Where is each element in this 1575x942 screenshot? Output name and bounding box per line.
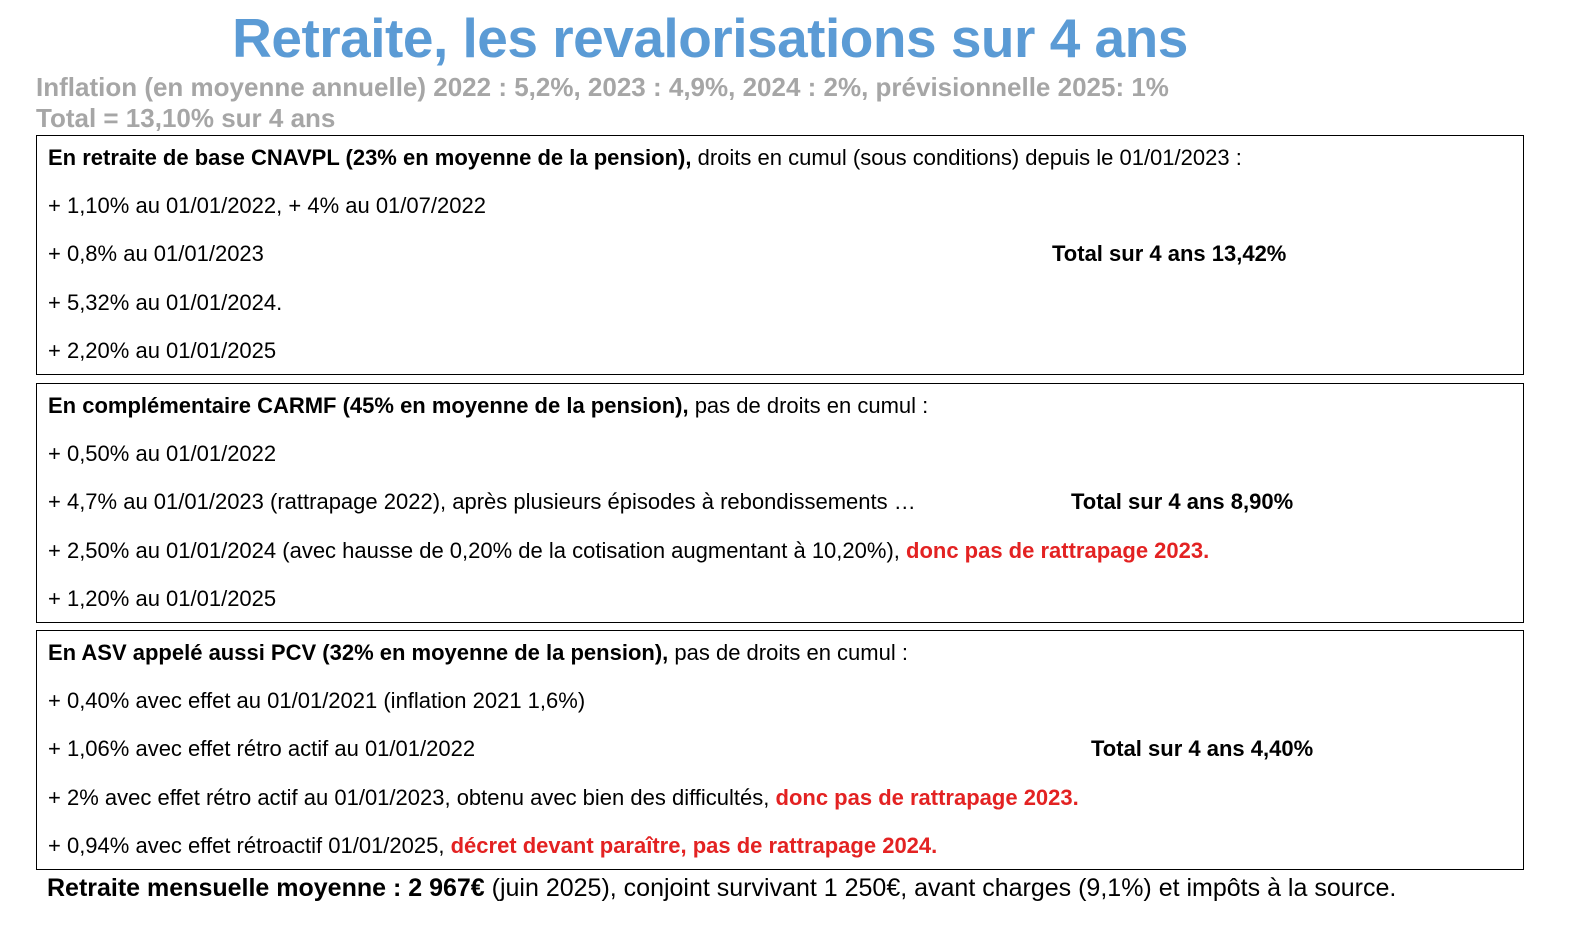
footer-rest: (juin 2025), conjoint survivant 1 250€, … bbox=[484, 874, 1397, 902]
asv-item-warning: donc pas de rattrapage 2023. bbox=[775, 785, 1079, 810]
asv-item-warning: décret devant paraître, pas de rattrapag… bbox=[450, 833, 938, 858]
asv-heading: En ASV appelé aussi PCV (32% en moyenne … bbox=[48, 640, 908, 666]
cnavpl-item: + 1,10% au 01/01/2022, + 4% au 01/07/202… bbox=[48, 193, 486, 218]
cnavpl-box: En retraite de base CNAVPL (23% en moyen… bbox=[36, 135, 1524, 375]
page-title: Retraite, les revalorisations sur 4 ans bbox=[232, 7, 1188, 69]
carmf-box: En complémentaire CARMF (45% en moyenne … bbox=[36, 383, 1524, 623]
cnavpl-item: + 5,32% au 01/01/2024. bbox=[48, 290, 283, 315]
cnavpl-heading: En retraite de base CNAVPL (23% en moyen… bbox=[48, 145, 1242, 171]
asv-total: Total sur 4 ans 4,40% bbox=[1091, 736, 1314, 761]
asv-item: + 2% avec effet rétro actif au 01/01/202… bbox=[48, 785, 1079, 811]
asv-box: En ASV appelé aussi PCV (32% en moyenne … bbox=[36, 630, 1524, 870]
carmf-item: + 1,20% au 01/01/2025 bbox=[48, 586, 277, 611]
cnavpl-heading-bold: En retraite de base CNAVPL (23% en moyen… bbox=[48, 145, 692, 170]
carmf-item-warning: donc pas de rattrapage 2023. bbox=[906, 538, 1210, 563]
cnavpl-item: + 2,20% au 01/01/2025 bbox=[48, 338, 277, 363]
asv-item-text: + 2% avec effet rétro actif au 01/01/202… bbox=[48, 785, 776, 810]
asv-item: + 0,94% avec effet rétroactif 01/01/2025… bbox=[48, 833, 937, 859]
carmf-item: + 0,50% au 01/01/2022 bbox=[48, 441, 277, 466]
inflation-total: Total = 13,10% sur 4 ans bbox=[36, 103, 336, 133]
asv-heading-bold: En ASV appelé aussi PCV (32% en moyenne … bbox=[48, 640, 669, 665]
carmf-heading-bold: En complémentaire CARMF (45% en moyenne … bbox=[48, 393, 689, 418]
carmf-item-text: + 2,50% au 01/01/2024 (avec hausse de 0,… bbox=[48, 538, 906, 563]
asv-heading-rest: pas de droits en cumul : bbox=[668, 640, 908, 665]
carmf-heading-rest: pas de droits en cumul : bbox=[688, 393, 929, 418]
asv-item: + 0,40% avec effet au 01/01/2021 (inflat… bbox=[48, 688, 586, 713]
cnavpl-item: + 0,8% au 01/01/2023 bbox=[48, 241, 264, 266]
carmf-total: Total sur 4 ans 8,90% bbox=[1071, 489, 1294, 514]
footer-summary: Retraite mensuelle moyenne : 2 967€ (jui… bbox=[47, 874, 1396, 903]
carmf-item: + 4,7% au 01/01/2023 (rattrapage 2022), … bbox=[48, 489, 916, 514]
footer-bold: Retraite mensuelle moyenne : 2 967€ bbox=[47, 874, 485, 902]
carmf-item: + 2,50% au 01/01/2024 (avec hausse de 0,… bbox=[48, 538, 1209, 564]
cnavpl-heading-rest: droits en cumul (sous conditions) depuis… bbox=[691, 145, 1242, 170]
inflation-line: Inflation (en moyenne annuelle) 2022 : 5… bbox=[36, 72, 1169, 102]
carmf-heading: En complémentaire CARMF (45% en moyenne … bbox=[48, 393, 928, 419]
asv-item: + 1,06% avec effet rétro actif au 01/01/… bbox=[48, 736, 476, 761]
cnavpl-total: Total sur 4 ans 13,42% bbox=[1052, 241, 1287, 266]
asv-item-text: + 0,94% avec effet rétroactif 01/01/2025… bbox=[48, 833, 451, 858]
